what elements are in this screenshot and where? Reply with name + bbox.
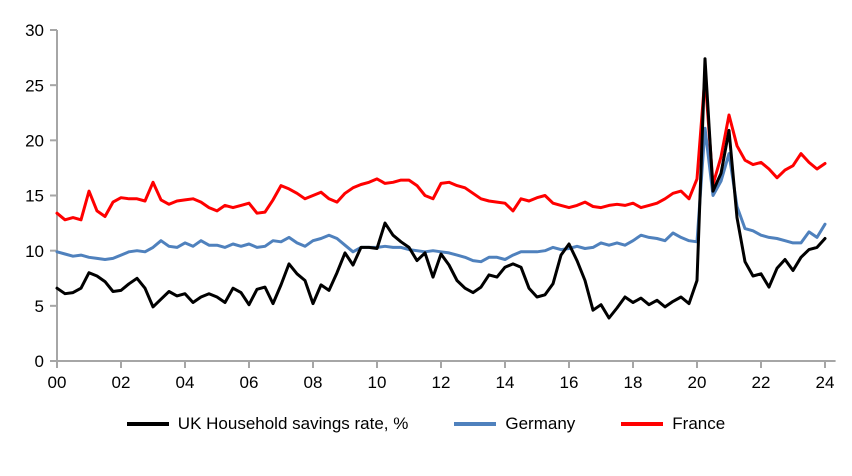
y-tick-label: 30 [25, 21, 44, 40]
x-tick-label: 10 [368, 373, 387, 392]
legend-label-germany: Germany [505, 414, 576, 433]
x-tick-label: 20 [688, 373, 707, 392]
y-tick-label: 0 [35, 352, 44, 371]
legend-item-france: France [621, 414, 725, 434]
x-tick-label: 04 [176, 373, 195, 392]
x-tick-label: 08 [304, 373, 323, 392]
legend-label-uk: UK Household savings rate, % [177, 414, 409, 433]
france-line-swatch [621, 422, 664, 426]
series-line-france [55, 74, 827, 222]
y-tick-label: 15 [25, 187, 44, 206]
x-tick-label: 02 [112, 373, 131, 392]
x-tick-label: 16 [560, 373, 579, 392]
legend-item-uk: UK Household savings rate, % [126, 414, 409, 434]
x-tick-label: 12 [432, 373, 451, 392]
x-tick-label: 18 [624, 373, 643, 392]
legend-item-germany: Germany [454, 414, 575, 434]
y-tick-label: 5 [35, 297, 44, 316]
uk-line-swatch [126, 422, 169, 426]
x-tick-label: 14 [496, 373, 515, 392]
x-tick-label: 22 [752, 373, 771, 392]
y-tick-label: 25 [25, 76, 44, 95]
x-tick-label: 24 [816, 373, 835, 392]
x-tick-label: 00 [48, 373, 67, 392]
series-line-uk-household-savings-rate [55, 57, 827, 320]
y-tick-label: 10 [25, 242, 44, 261]
y-tick-label: 20 [25, 131, 44, 150]
chart-legend: UK Household savings rate, % Germany Fra… [0, 414, 852, 434]
legend-label-france: France [672, 414, 726, 433]
x-tick-label: 06 [240, 373, 259, 392]
savings-rate-line-chart: 0 5 10 15 20 25 30 00 02 04 06 08 10 12 14 16 18 20 22 24 [25, 21, 836, 392]
germany-line-swatch [454, 422, 497, 426]
